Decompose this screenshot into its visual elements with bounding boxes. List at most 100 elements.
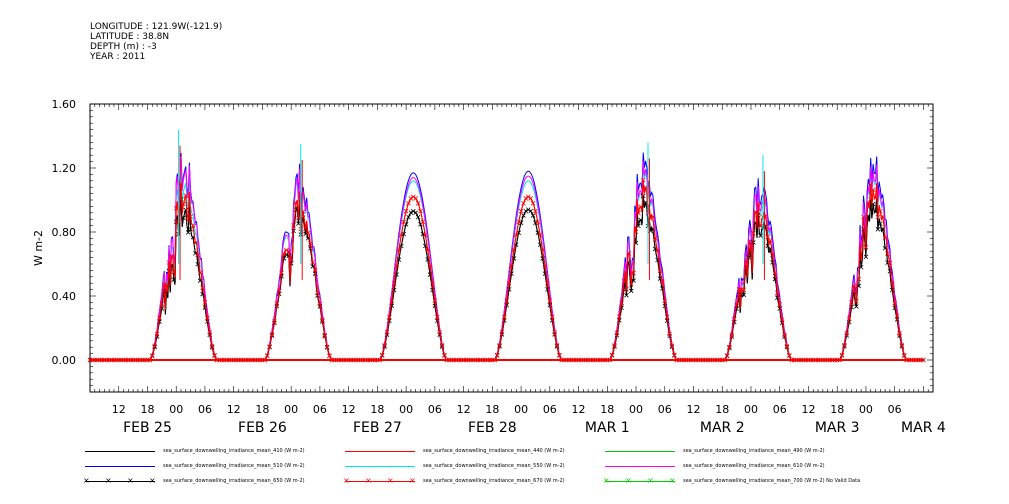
- hour-tick-label: 00: [284, 403, 298, 416]
- series-marker: [207, 330, 213, 335]
- series-line: [90, 180, 924, 361]
- series-marker: [660, 279, 665, 284]
- series-marker: [291, 223, 296, 228]
- series-marker: [787, 353, 792, 358]
- series-marker: [288, 256, 294, 262]
- series-marker: [195, 252, 201, 258]
- series-marker: [743, 258, 749, 264]
- series-marker: [415, 201, 421, 206]
- series-marker: [315, 290, 320, 296]
- series-marker: [525, 194, 531, 200]
- series-marker: [727, 344, 732, 350]
- day-label: FEB 26: [238, 420, 287, 436]
- metadata-block: LONGITUDE : 121.9W(-121.9) LATITUDE : 38…: [90, 22, 222, 62]
- series-marker: [427, 263, 433, 269]
- series-marker: [878, 208, 883, 214]
- legend-item: sea_surface_downwelling_irradiance_mean_…: [85, 461, 305, 471]
- y-tick-label: 1.20: [52, 162, 77, 175]
- series-marker: [432, 298, 438, 303]
- series-marker: [159, 301, 165, 306]
- day-label: FEB 25: [123, 420, 172, 436]
- legend-marker: ×: [343, 475, 350, 485]
- legend-label: sea_surface_downwelling_irradiance_mean_…: [683, 478, 861, 484]
- series-marker: [624, 286, 629, 292]
- series-marker: [854, 304, 859, 309]
- series-marker: [272, 319, 277, 324]
- hour-tick-label: 06: [658, 403, 672, 416]
- series-marker: [612, 343, 617, 348]
- legend-marker: ×: [647, 475, 654, 485]
- series-marker: [849, 299, 854, 305]
- series-marker: [535, 219, 541, 225]
- series-marker: [425, 247, 430, 253]
- series-marker: [209, 343, 215, 349]
- series-marker: [379, 352, 385, 358]
- series-marker: [894, 313, 900, 319]
- latitude-label: LATITUDE : 38.8N: [90, 32, 170, 42]
- legend-marker: ×: [149, 475, 156, 485]
- hour-tick-label: 06: [428, 403, 442, 416]
- series-marker: [755, 201, 761, 207]
- legend-marker: ×: [669, 475, 676, 485]
- series-marker: [523, 208, 529, 214]
- series-marker: [782, 332, 787, 338]
- series-marker: [664, 318, 670, 324]
- hour-tick-label: 06: [313, 403, 327, 416]
- y-axis-label: W m-2: [32, 230, 45, 266]
- series-line: [90, 152, 924, 361]
- series-marker: [276, 288, 282, 294]
- hour-tick-label: 18: [600, 403, 614, 416]
- hour-tick-label: 06: [198, 403, 212, 416]
- hour-tick-label: 18: [140, 403, 154, 416]
- series-marker: [542, 263, 548, 269]
- series-marker: [408, 210, 414, 215]
- series-marker: [863, 254, 869, 260]
- hour-tick-label: 12: [227, 403, 241, 416]
- legend-swatch: [605, 450, 675, 452]
- series-marker: [418, 208, 423, 214]
- series-marker: [389, 298, 395, 303]
- series-marker: [662, 298, 668, 304]
- legend-item: sea_surface_downwelling_irradiance_mean_…: [605, 461, 825, 471]
- series-marker: [530, 201, 536, 206]
- series-line: [90, 164, 924, 361]
- series-marker: [310, 260, 316, 265]
- series-marker: [181, 215, 186, 221]
- series-marker: [557, 352, 562, 358]
- series-marker: [628, 282, 634, 287]
- series-marker: [624, 293, 629, 298]
- legend-label: sea_surface_downwelling_irradiance_mean_…: [683, 448, 825, 454]
- series-marker: [784, 343, 790, 349]
- series-marker: [549, 314, 555, 320]
- series-marker: [734, 302, 739, 308]
- series-marker: [408, 196, 414, 201]
- series-marker: [497, 342, 502, 348]
- series-marker: [552, 329, 557, 335]
- series-marker: [858, 264, 864, 270]
- series-marker: [528, 208, 533, 214]
- hour-tick-label: 12: [342, 403, 356, 416]
- hour-tick-label: 12: [112, 403, 126, 416]
- series-marker: [861, 214, 866, 220]
- day-label: MAR 3: [815, 420, 860, 436]
- series-line: [90, 195, 924, 361]
- year-label: YEAR : 2011: [90, 52, 146, 62]
- day-label: FEB 27: [353, 420, 402, 436]
- series-marker: [494, 352, 500, 358]
- series-marker: [873, 195, 878, 201]
- series-marker: [202, 300, 208, 305]
- hour-tick-label: 00: [169, 403, 183, 416]
- series-marker: [320, 317, 325, 323]
- legend-item: sea_surface_downwelling_irradiance_mean_…: [85, 446, 305, 456]
- series-marker: [327, 353, 332, 358]
- series-marker: [403, 208, 409, 214]
- series-marker: [391, 281, 397, 286]
- series-marker: [205, 315, 210, 321]
- series-marker: [152, 343, 157, 349]
- series-marker: [846, 316, 852, 321]
- hour-tick-label: 06: [543, 403, 557, 416]
- series-marker: [887, 260, 893, 266]
- series-marker: [502, 314, 507, 320]
- legend-marker: ×: [83, 475, 90, 485]
